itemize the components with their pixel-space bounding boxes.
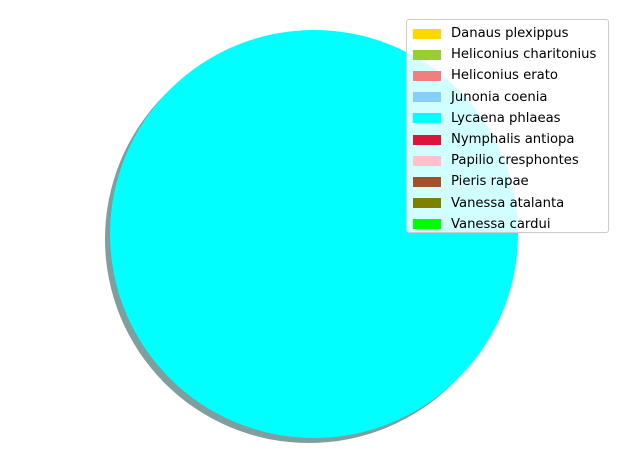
- legend-label: Vanessa cardui: [451, 216, 551, 232]
- legend-swatch: [413, 49, 441, 60]
- legend-swatch: [413, 70, 441, 81]
- legend-swatch: [413, 198, 441, 209]
- legend-item-lycaena-phlaeas: Lycaena phlaeas: [413, 108, 608, 129]
- legend-swatch: [413, 92, 441, 103]
- legend-label: Nymphalis antiopa: [451, 132, 575, 148]
- legend-item-papilio-cresphontes: Papilio cresphontes: [413, 150, 608, 171]
- legend-label: Vanessa atalanta: [451, 195, 565, 211]
- legend-label: Pieris rapae: [451, 174, 529, 190]
- legend-item-junonia-coenia: Junonia coenia: [413, 87, 608, 108]
- legend-label: Danaus plexippus: [451, 26, 569, 42]
- legend-label: Lycaena phlaeas: [451, 110, 561, 126]
- legend-item-nymphalis-antiopa: Nymphalis antiopa: [413, 129, 608, 150]
- legend-item-pieris-rapae: Pieris rapae: [413, 171, 608, 192]
- legend-label: Papilio cresphontes: [451, 153, 579, 169]
- legend-swatch: [413, 155, 441, 166]
- legend-label: Heliconius charitonius: [451, 47, 597, 63]
- legend-swatch: [413, 28, 441, 39]
- legend-swatch: [413, 134, 441, 145]
- legend-item-heliconius-erato: Heliconius erato: [413, 65, 608, 86]
- legend-item-danaus-plexippus: Danaus plexippus: [413, 23, 608, 44]
- legend-item-heliconius-charitonius: Heliconius charitonius: [413, 44, 608, 65]
- legend-label: Junonia coenia: [451, 89, 548, 105]
- legend-swatch: [413, 219, 441, 230]
- legend-swatch: [413, 113, 441, 124]
- legend-swatch: [413, 176, 441, 187]
- legend-item-vanessa-cardui: Vanessa cardui: [413, 214, 608, 235]
- legend: Danaus plexippus Heliconius charitonius He…: [406, 19, 609, 233]
- legend-item-vanessa-atalanta: Vanessa atalanta: [413, 193, 608, 214]
- legend-label: Heliconius erato: [451, 68, 558, 84]
